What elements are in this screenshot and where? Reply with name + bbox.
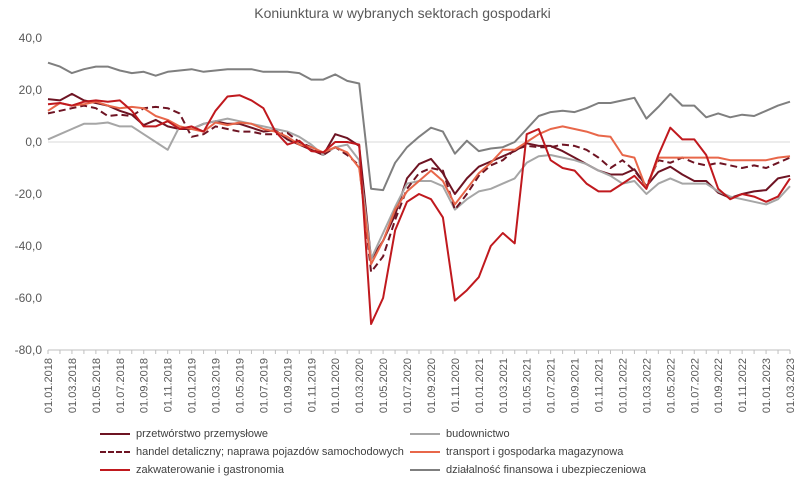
x-tick-label: 01.07.2021 (546, 358, 558, 413)
x-tick-label: 01.03.2019 (211, 358, 223, 413)
x-tick-label: 01.03.2018 (67, 358, 79, 413)
legend-swatch (410, 469, 440, 471)
y-tick-label: -20,0 (15, 187, 43, 201)
legend-swatch (100, 469, 130, 471)
x-axis: 01.01.2018 01.03.2018 01.05.2018 01.07.2018… (43, 350, 797, 413)
x-tick-label: 01.05.2019 (234, 358, 246, 413)
x-tick-label: 01.01.2023 (761, 358, 773, 413)
legend-swatch (100, 433, 130, 435)
x-tick-label: 01.07.2019 (258, 358, 270, 413)
legend-label: budownictwo (446, 428, 510, 440)
legend-label: przetwórstwo przemysłowe (136, 428, 269, 440)
legend-label: transport i gospodarka magazynowa (446, 446, 624, 458)
legend-label: działalność finansowa i ubezpieczeniowa (446, 464, 646, 476)
y-tick-label: -40,0 (15, 239, 43, 253)
x-tick-label: 01.03.2023 (785, 358, 797, 413)
chart-title: Koniunktura w wybranych sektorach gospod… (254, 5, 551, 21)
x-tick-label: 01.01.2020 (330, 358, 342, 413)
x-tick-label: 01.03.2022 (641, 358, 653, 413)
series-line-3 (47, 100, 791, 266)
legend-item: przetwórstwo przemysłowe (100, 428, 268, 440)
y-tick-label: 0,0 (25, 135, 42, 149)
series-line-2 (47, 104, 791, 273)
x-tick-label: 01.09.2020 (426, 358, 438, 413)
legend-label: handel detaliczny; naprawa pojazdów samo… (136, 446, 404, 458)
x-tick-label: 01.09.2018 (139, 358, 151, 413)
legend-swatch (410, 433, 440, 435)
x-tick-label: 01.01.2021 (474, 358, 486, 413)
x-tick-label: 01.01.2019 (187, 358, 199, 413)
legend-item: budownictwo (410, 428, 510, 440)
x-tick-label: 01.07.2020 (402, 358, 414, 413)
y-tick-label: 20,0 (19, 83, 43, 97)
x-tick-label: 01.03.2020 (354, 358, 366, 413)
x-tick-label: 01.01.2018 (43, 358, 55, 413)
series-line-4 (47, 94, 791, 325)
x-tick-label: 01.01.2022 (617, 358, 629, 413)
series-line-5 (47, 61, 791, 192)
legend-item: zakwaterowanie i gastronomia (100, 464, 284, 476)
x-tick-label: 01.07.2018 (115, 358, 127, 413)
x-tick-label: 01.09.2019 (282, 358, 294, 413)
x-tick-label: 01.11.2019 (306, 358, 318, 412)
x-tick-label: 01.09.2022 (713, 358, 725, 413)
x-tick-label: 01.05.2022 (665, 358, 677, 413)
x-tick-label: 01.11.2022 (737, 358, 749, 412)
x-tick-label: 01.07.2022 (689, 358, 701, 413)
y-tick-label: 40,0 (19, 31, 43, 45)
legend-item: działalność finansowa i ubezpieczeniowa (410, 464, 646, 476)
x-tick-label: 01.11.2020 (450, 358, 462, 412)
series-line-0 (47, 92, 791, 260)
legend-swatch (410, 451, 440, 453)
x-tick-label: 01.05.2020 (378, 358, 390, 413)
legend-item: transport i gospodarka magazynowa (410, 446, 623, 458)
y-tick-label: -60,0 (15, 291, 43, 305)
legend-item: handel detaliczny; naprawa pojazdów samo… (100, 446, 404, 458)
x-tick-label: 01.05.2021 (522, 358, 534, 413)
legend-label: zakwaterowanie i gastronomia (136, 464, 284, 476)
x-tick-label: 01.11.2021 (594, 358, 606, 412)
x-tick-label: 01.03.2021 (498, 358, 510, 413)
x-tick-label: 01.11.2018 (163, 358, 175, 412)
series-layer (47, 61, 791, 325)
y-tick-label: -80,0 (15, 343, 43, 357)
x-tick-label: 01.05.2018 (91, 358, 103, 413)
series-line-1 (47, 117, 791, 260)
x-tick-label: 01.09.2021 (570, 358, 582, 413)
legend-swatch (100, 451, 130, 453)
